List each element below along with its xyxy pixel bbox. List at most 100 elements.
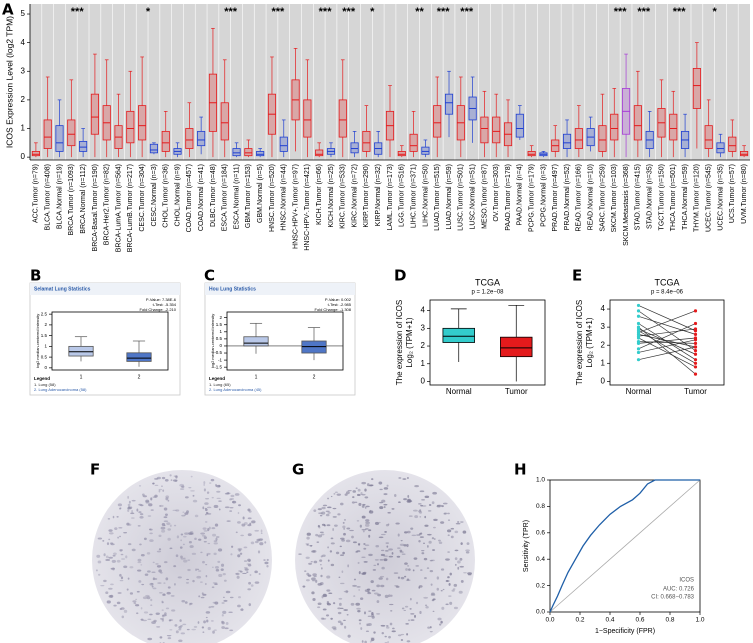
tissue-texture bbox=[221, 621, 225, 625]
tissue-texture bbox=[116, 516, 119, 518]
tissue-texture bbox=[332, 528, 335, 532]
tissue-texture bbox=[407, 495, 410, 498]
tissue-texture bbox=[136, 508, 139, 512]
plot-frame bbox=[549, 479, 701, 613]
tissue-texture bbox=[169, 474, 172, 477]
tissue-texture bbox=[440, 620, 443, 624]
tissue-texture bbox=[342, 525, 346, 529]
legend-item: 2. Lung Adenocarcinoma (45) bbox=[209, 387, 262, 392]
tissue-texture bbox=[250, 584, 254, 587]
tissue-texture bbox=[408, 515, 413, 518]
tissue-texture bbox=[182, 543, 185, 546]
tissue-texture bbox=[358, 619, 362, 622]
x-tick-label: Normal bbox=[446, 387, 472, 396]
tissue-texture bbox=[108, 529, 113, 532]
tissue-texture bbox=[388, 594, 391, 598]
x-tick-label: THYM.Tumor (n=120) bbox=[694, 164, 701, 232]
point bbox=[693, 358, 698, 362]
tissue-texture bbox=[358, 589, 360, 591]
x-tick-label: 1 bbox=[80, 374, 83, 380]
tissue-texture bbox=[367, 624, 370, 626]
box bbox=[728, 136, 737, 152]
tissue-texture bbox=[431, 559, 435, 562]
tissue-texture bbox=[234, 493, 240, 496]
x-tick-label: PRAD.Tumor (n=497) bbox=[552, 164, 559, 232]
tissue-texture bbox=[264, 541, 267, 544]
tissue-texture bbox=[184, 601, 188, 604]
legend-item: 2. Lung Adenocarcinoma (58) bbox=[34, 387, 87, 392]
x-tick-label: LGG.Tumor (n=516) bbox=[399, 164, 406, 227]
box bbox=[68, 345, 94, 357]
tissue-texture bbox=[330, 495, 333, 498]
x-tick-label: KIRP.Normal (n=32) bbox=[375, 164, 382, 226]
p-value: p = 1.2e−08 bbox=[471, 290, 504, 296]
tissue-texture bbox=[116, 601, 121, 605]
tissue-texture bbox=[319, 514, 323, 517]
tissue-texture bbox=[181, 514, 186, 517]
tissue-texture bbox=[217, 560, 221, 564]
y-tick-label: 1 bbox=[421, 359, 426, 368]
tissue-texture bbox=[214, 583, 218, 586]
tissue-texture bbox=[368, 553, 373, 557]
box bbox=[598, 125, 607, 152]
tissue-texture bbox=[175, 509, 180, 512]
significance: *** bbox=[342, 6, 356, 18]
tissue-texture bbox=[103, 579, 107, 583]
tissue-texture bbox=[447, 519, 451, 521]
tissue-texture bbox=[199, 581, 203, 583]
tissue-texture bbox=[345, 590, 349, 594]
tissue-texture bbox=[361, 528, 367, 531]
tissue-texture bbox=[312, 550, 317, 553]
card bbox=[204, 282, 356, 396]
tissue-texture bbox=[306, 536, 310, 540]
tissue-texture bbox=[386, 484, 389, 487]
tissue-texture bbox=[390, 594, 393, 597]
tissue-texture bbox=[180, 632, 186, 635]
tissue-texture bbox=[344, 625, 347, 629]
tissue-texture bbox=[221, 626, 225, 629]
tissue-texture bbox=[330, 542, 335, 545]
box bbox=[397, 151, 406, 157]
tissue-texture bbox=[178, 628, 182, 631]
tissue-texture bbox=[436, 505, 441, 508]
y-tick-label: 1.5 bbox=[41, 333, 48, 338]
tissue-texture bbox=[349, 529, 354, 532]
tissue-texture bbox=[138, 503, 142, 506]
tissue-texture bbox=[190, 602, 193, 605]
tissue-texture bbox=[250, 541, 255, 545]
tissue-texture bbox=[317, 508, 322, 511]
tissue-texture bbox=[401, 553, 406, 555]
tissue-texture bbox=[112, 552, 117, 556]
tissue-texture bbox=[452, 588, 456, 590]
tissue-texture bbox=[242, 516, 245, 520]
tissue-texture bbox=[159, 505, 162, 507]
tissue-texture bbox=[308, 544, 313, 547]
tissue-texture bbox=[388, 548, 393, 551]
x-tick-label: 0.6 bbox=[635, 617, 644, 624]
tissue-texture bbox=[196, 568, 200, 571]
tissue-texture bbox=[418, 540, 421, 543]
tissue-texture bbox=[201, 592, 204, 595]
tissue-texture bbox=[419, 610, 422, 615]
tissue-texture bbox=[123, 532, 128, 534]
tissue-texture bbox=[120, 576, 124, 580]
tissue-texture bbox=[400, 633, 405, 636]
tissue-texture bbox=[357, 610, 361, 613]
tissue-texture bbox=[203, 488, 206, 492]
tissue-texture bbox=[448, 582, 451, 586]
tissue-texture bbox=[396, 555, 401, 558]
y-tick-label: 0 bbox=[219, 343, 222, 348]
y-tick-label: 2.5 bbox=[41, 311, 48, 316]
tissue-texture bbox=[105, 591, 109, 595]
y-tick-label: 0.4 bbox=[536, 556, 545, 563]
tissue-texture bbox=[368, 529, 372, 532]
tissue-texture bbox=[257, 538, 263, 542]
tissue-texture bbox=[407, 578, 409, 581]
tissue-texture bbox=[140, 564, 143, 566]
tissue-texture bbox=[176, 535, 180, 539]
tissue-texture bbox=[317, 524, 321, 528]
x-tick-label: LUAD.Normal (n=59) bbox=[446, 164, 453, 230]
tissue-texture bbox=[164, 479, 169, 482]
tissue-texture bbox=[111, 559, 117, 563]
tissue-texture bbox=[424, 577, 427, 580]
